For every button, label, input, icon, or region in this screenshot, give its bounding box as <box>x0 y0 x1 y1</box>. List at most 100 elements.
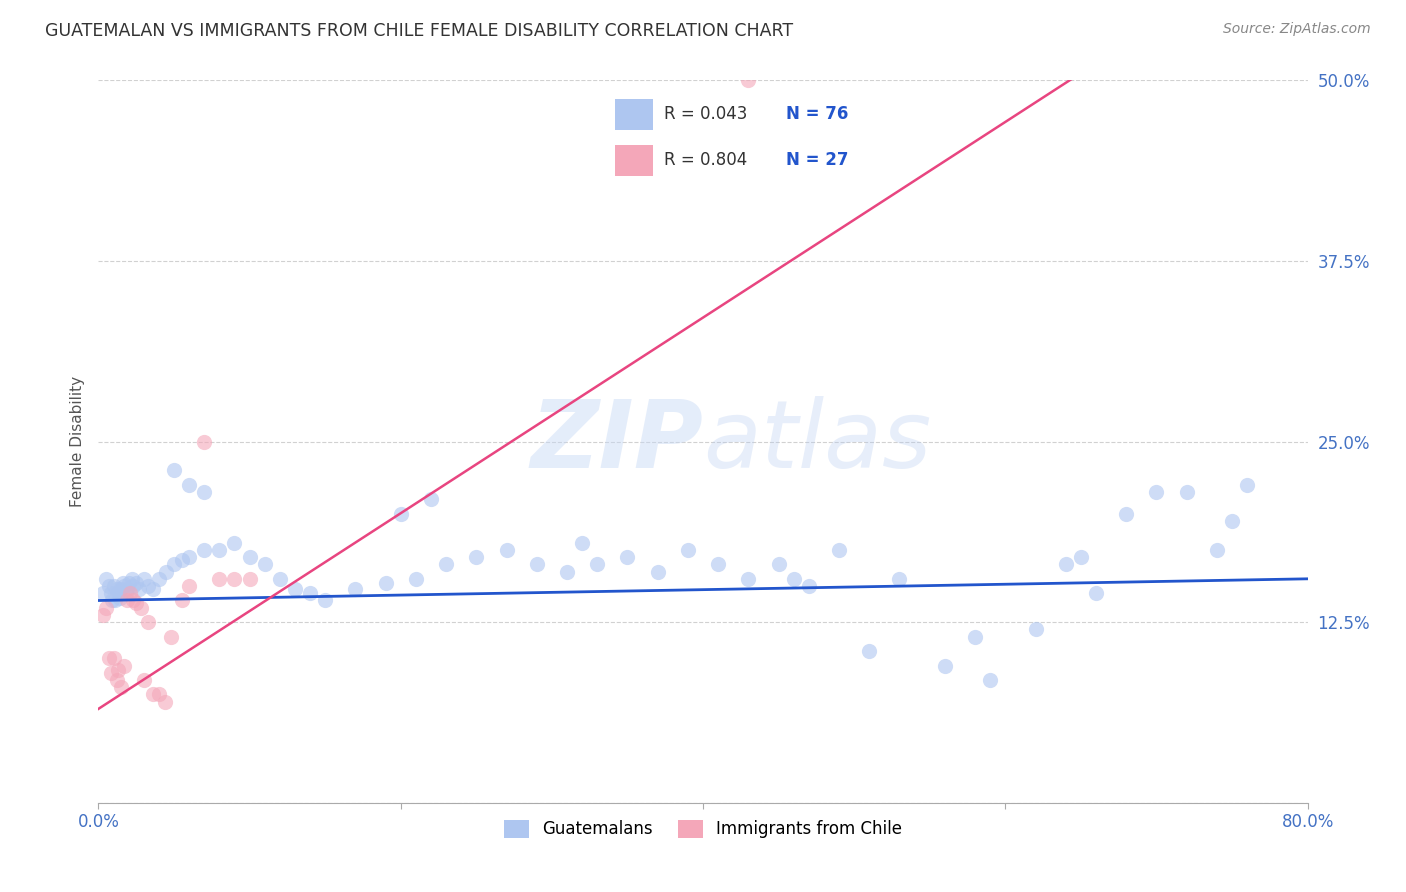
Point <box>193 485 215 500</box>
Point <box>163 463 186 477</box>
Point <box>120 586 142 600</box>
Point <box>934 658 956 673</box>
Point <box>108 591 131 605</box>
Text: atlas: atlas <box>703 396 931 487</box>
Point <box>224 535 246 549</box>
Point <box>98 579 121 593</box>
Point <box>768 558 790 572</box>
Point <box>132 572 155 586</box>
Point <box>125 576 148 591</box>
Point <box>103 579 125 593</box>
Point <box>179 579 201 593</box>
Point <box>98 651 121 665</box>
Point <box>420 492 443 507</box>
Point <box>1144 485 1167 500</box>
Point <box>1070 550 1092 565</box>
Point <box>94 572 117 586</box>
Point <box>647 565 669 579</box>
Point <box>495 542 517 557</box>
Point <box>115 593 138 607</box>
Point <box>170 593 193 607</box>
Point <box>153 695 176 709</box>
Point <box>1236 478 1258 492</box>
Point <box>101 593 124 607</box>
Point <box>148 687 170 701</box>
Point <box>148 572 170 586</box>
Point <box>91 586 114 600</box>
Point <box>1054 558 1077 572</box>
Point <box>314 593 336 607</box>
Point <box>111 576 134 591</box>
Point <box>125 596 148 610</box>
Point <box>136 579 159 593</box>
Point <box>239 572 262 586</box>
Point <box>239 550 262 565</box>
Point <box>676 542 699 557</box>
Point <box>142 687 165 701</box>
Point <box>122 593 145 607</box>
Point <box>170 553 193 567</box>
Y-axis label: Female Disability: Female Disability <box>69 376 84 508</box>
Point <box>571 535 593 549</box>
Point <box>374 576 396 591</box>
Point <box>269 572 291 586</box>
Point <box>707 558 730 572</box>
Point <box>122 579 145 593</box>
Point <box>100 586 122 600</box>
Point <box>105 673 128 687</box>
Point <box>136 615 159 630</box>
Point <box>737 572 759 586</box>
Point <box>889 572 911 586</box>
Legend: Guatemalans, Immigrants from Chile: Guatemalans, Immigrants from Chile <box>498 813 908 845</box>
Point <box>208 572 231 586</box>
Point <box>105 582 128 596</box>
Text: Source: ZipAtlas.com: Source: ZipAtlas.com <box>1223 22 1371 37</box>
Point <box>389 507 412 521</box>
Point <box>555 565 578 579</box>
Point <box>253 558 276 572</box>
Point <box>110 680 132 694</box>
Point <box>1175 485 1198 500</box>
Point <box>114 586 136 600</box>
Point <box>858 644 880 658</box>
Point <box>797 579 820 593</box>
Point <box>129 600 152 615</box>
Point <box>121 572 143 586</box>
Point <box>434 558 457 572</box>
Point <box>1024 623 1046 637</box>
Point <box>224 572 246 586</box>
Point <box>163 558 186 572</box>
Point <box>208 542 231 557</box>
Point <box>1206 542 1229 557</box>
Point <box>179 550 201 565</box>
Point <box>107 663 129 677</box>
Point <box>142 582 165 596</box>
Point <box>616 550 638 565</box>
Point <box>118 576 141 591</box>
Point <box>737 73 759 87</box>
Point <box>299 586 322 600</box>
Point <box>586 558 609 572</box>
Point <box>344 582 367 596</box>
Point <box>1115 507 1137 521</box>
Point <box>783 572 806 586</box>
Point <box>107 586 129 600</box>
Point <box>284 582 307 596</box>
Point <box>128 582 150 596</box>
Point <box>193 434 215 449</box>
Text: GUATEMALAN VS IMMIGRANTS FROM CHILE FEMALE DISABILITY CORRELATION CHART: GUATEMALAN VS IMMIGRANTS FROM CHILE FEMA… <box>45 22 793 40</box>
Point <box>94 600 117 615</box>
Point <box>1085 586 1108 600</box>
Point <box>91 607 114 622</box>
Point <box>405 572 427 586</box>
Point <box>1220 514 1243 528</box>
Point <box>155 565 177 579</box>
Point <box>110 582 132 596</box>
Point <box>112 579 135 593</box>
Text: ZIP: ZIP <box>530 395 703 488</box>
Point <box>828 542 851 557</box>
Point <box>193 542 215 557</box>
Point <box>104 593 127 607</box>
Point <box>112 658 135 673</box>
Point <box>979 673 1001 687</box>
